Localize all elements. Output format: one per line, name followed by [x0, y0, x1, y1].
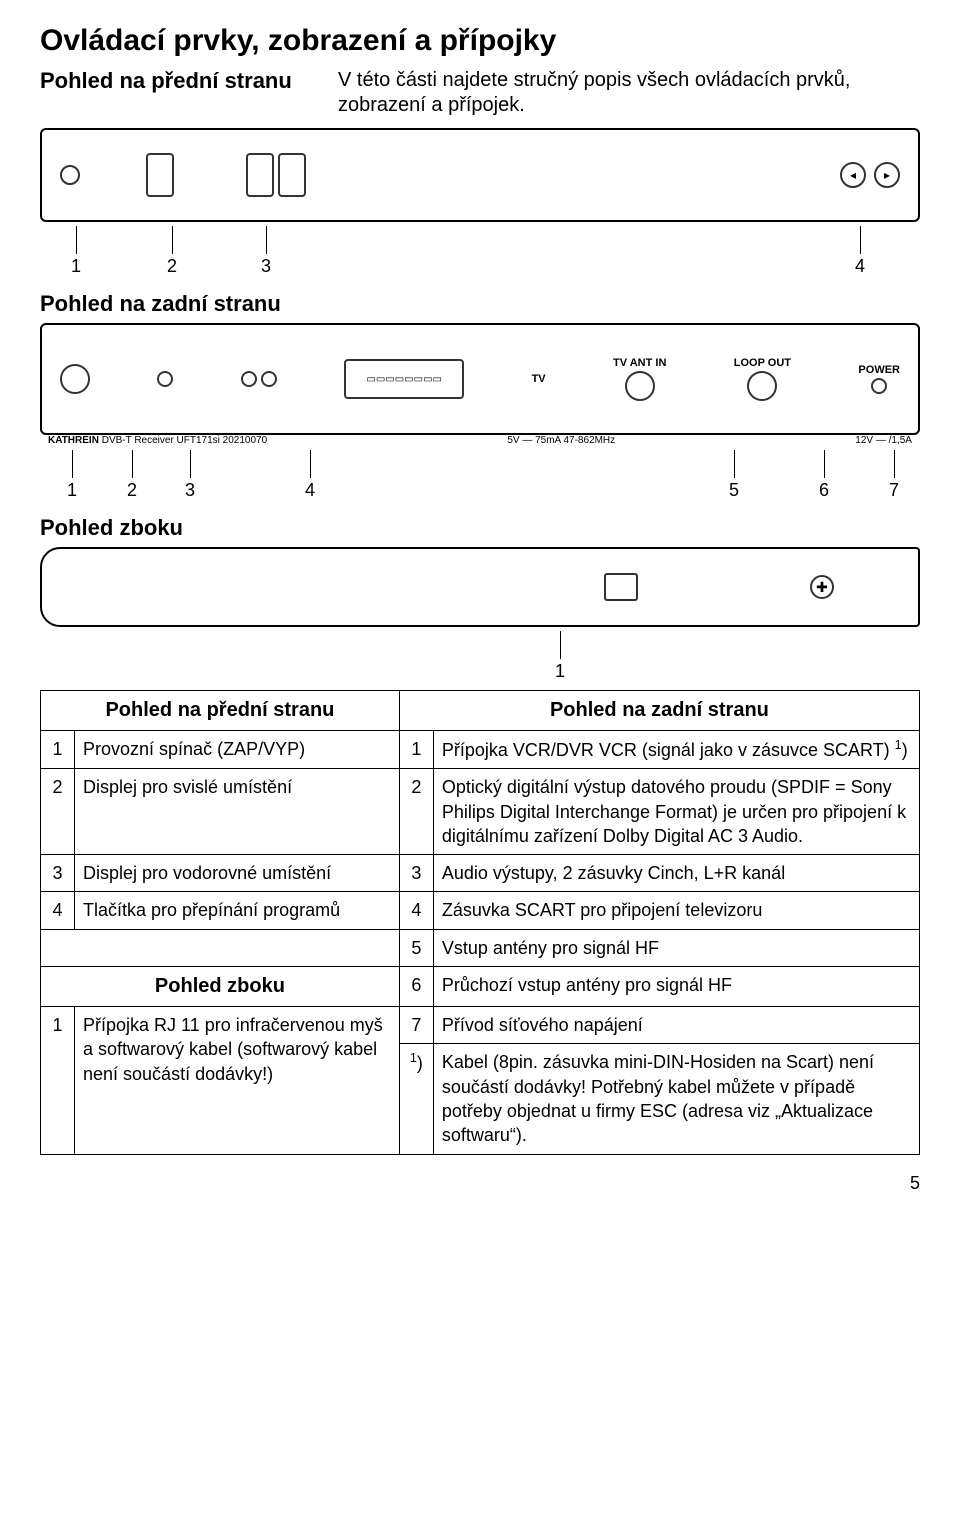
rear-panel-diagram: ▭▭▭▭▭▭▭▭ TV TV ANT IN LOOP OUT POWER — [40, 323, 920, 435]
vcr-port-icon — [60, 364, 90, 394]
intro-text: V této části najdete stručný popis všech… — [338, 68, 920, 118]
scart-port-icon: ▭▭▭▭▭▭▭▭ — [344, 359, 464, 399]
next-button-icon: ▸ — [874, 162, 900, 188]
rear-view-heading: Pohled na zadní stranu — [40, 291, 920, 317]
table-row: 2 Displej pro svislé umístění 2 Optický … — [41, 769, 920, 855]
front-leader-1: 1 — [71, 256, 81, 277]
rear-model-text: KATHREIN DVB-T Receiver UFT171si 2021007… — [48, 435, 267, 446]
rear-leader-7: 7 — [889, 480, 899, 501]
rear-spec-2: 12V — /1,5A — [855, 435, 912, 446]
front-leader-2: 2 — [167, 256, 177, 277]
front-view-heading: Pohled na přední stranu — [40, 68, 320, 94]
rj11-port-icon — [604, 573, 638, 601]
rear-spec-1: 5V — 75mA 47-862MHz — [507, 435, 615, 446]
table-row: 5 Vstup antény pro signál HF — [41, 929, 920, 966]
table-row: 1 Provozní spínač (ZAP/VYP) 1 Přípojka V… — [41, 731, 920, 769]
ant-in-port-icon: TV ANT IN — [613, 357, 666, 401]
table-row: 4 Tlačítka pro přepínání programů 4 Zásu… — [41, 892, 920, 929]
table-row: 3 Displej pro vodorovné umístění 3 Audio… — [41, 855, 920, 892]
table-side-head: Pohled zboku — [41, 967, 400, 1007]
table-row: Pohled zboku 6 Průchozí vstup antény pro… — [41, 967, 920, 1007]
spdif-port-icon — [157, 371, 173, 387]
audio-ports-icon — [241, 371, 277, 387]
front-leader-row: 1 2 3 4 — [40, 226, 920, 277]
table-head-left: Pohled na přední stranu — [41, 691, 400, 731]
side-leader-row: 1 — [200, 631, 920, 682]
side-view-heading: Pohled zboku — [40, 515, 920, 541]
rear-leader-2: 2 — [127, 480, 137, 501]
page-number: 5 — [40, 1173, 920, 1194]
power-button-icon — [60, 165, 80, 185]
power-port-icon: POWER — [858, 364, 900, 394]
side-leader-1: 1 — [555, 661, 565, 682]
horizontal-display-icon — [246, 153, 306, 197]
loop-out-port-icon: LOOP OUT — [734, 357, 791, 401]
controls-table: Pohled na přední stranu Pohled na zadní … — [40, 690, 920, 1155]
front-panel-diagram: ◂ ▸ — [40, 128, 920, 222]
rear-leader-3: 3 — [185, 480, 195, 501]
rear-leader-row: 1 2 3 4 5 6 7 — [40, 450, 920, 501]
rear-leader-1: 1 — [67, 480, 77, 501]
rear-leader-6: 6 — [819, 480, 829, 501]
rear-leader-5: 5 — [729, 480, 739, 501]
tv-label: TV — [532, 373, 546, 385]
table-head-right: Pohled na zadní stranu — [399, 691, 919, 731]
page-title: Ovládací prvky, zobrazení a přípojky — [40, 24, 920, 58]
table-row: 1 Přípojka RJ 11 pro infračervenou myš a… — [41, 1007, 920, 1044]
front-leader-3: 3 — [261, 256, 271, 277]
front-leader-4: 4 — [855, 256, 865, 277]
screw-icon: ✚ — [810, 575, 834, 599]
vertical-display-icon — [146, 153, 174, 197]
program-nav-buttons: ◂ ▸ — [840, 162, 900, 188]
prev-button-icon: ◂ — [840, 162, 866, 188]
side-panel-diagram: ✚ — [40, 547, 920, 627]
rear-leader-4: 4 — [305, 480, 315, 501]
